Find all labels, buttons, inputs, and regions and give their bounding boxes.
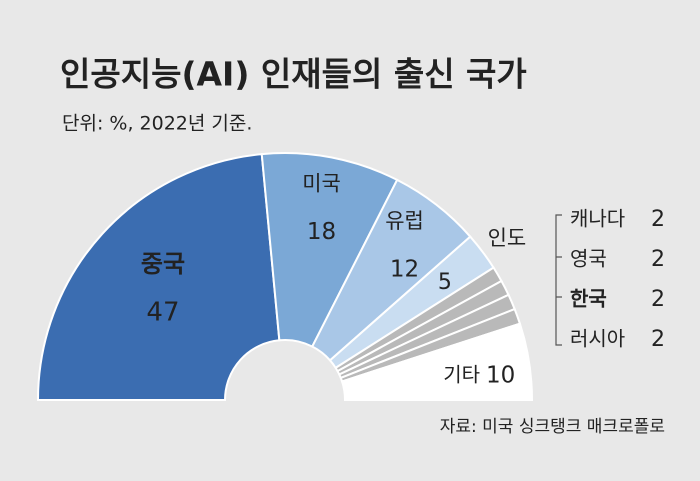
slice bbox=[340, 322, 534, 401]
legend-value: 2 bbox=[651, 207, 665, 232]
source: 자료: 미국 싱크탱크 매크로폴로 bbox=[440, 417, 665, 437]
value-label: 5 bbox=[438, 270, 452, 295]
legend-bracket bbox=[555, 214, 562, 346]
slice bbox=[260, 152, 399, 348]
slice-label: 기타 bbox=[443, 363, 480, 387]
slice-label: 유럽 bbox=[385, 209, 424, 233]
subtitle: 단위: %, 2022년 기준. bbox=[62, 113, 252, 135]
slice bbox=[36, 153, 281, 401]
slice-label: 중국 bbox=[141, 250, 185, 278]
legend-value: 2 bbox=[651, 247, 665, 272]
legend-value: 2 bbox=[651, 287, 665, 312]
legend-label: 캐나다 bbox=[570, 207, 625, 231]
chart-title: 인공지능(AI) 인재들의 출신 국가 bbox=[60, 55, 527, 94]
legend-label: 영국 bbox=[570, 247, 607, 271]
value-label: 18 bbox=[307, 219, 336, 245]
legend-value: 2 bbox=[651, 327, 665, 352]
value-label: 12 bbox=[390, 256, 419, 282]
legend-label: 러시아 bbox=[570, 327, 625, 351]
slice-label: 인도 bbox=[488, 226, 527, 250]
slice-label: 미국 bbox=[302, 171, 341, 195]
legend-label: 한국 bbox=[570, 287, 607, 311]
value-label: 10 bbox=[486, 363, 515, 389]
value-label: 47 bbox=[146, 297, 179, 327]
